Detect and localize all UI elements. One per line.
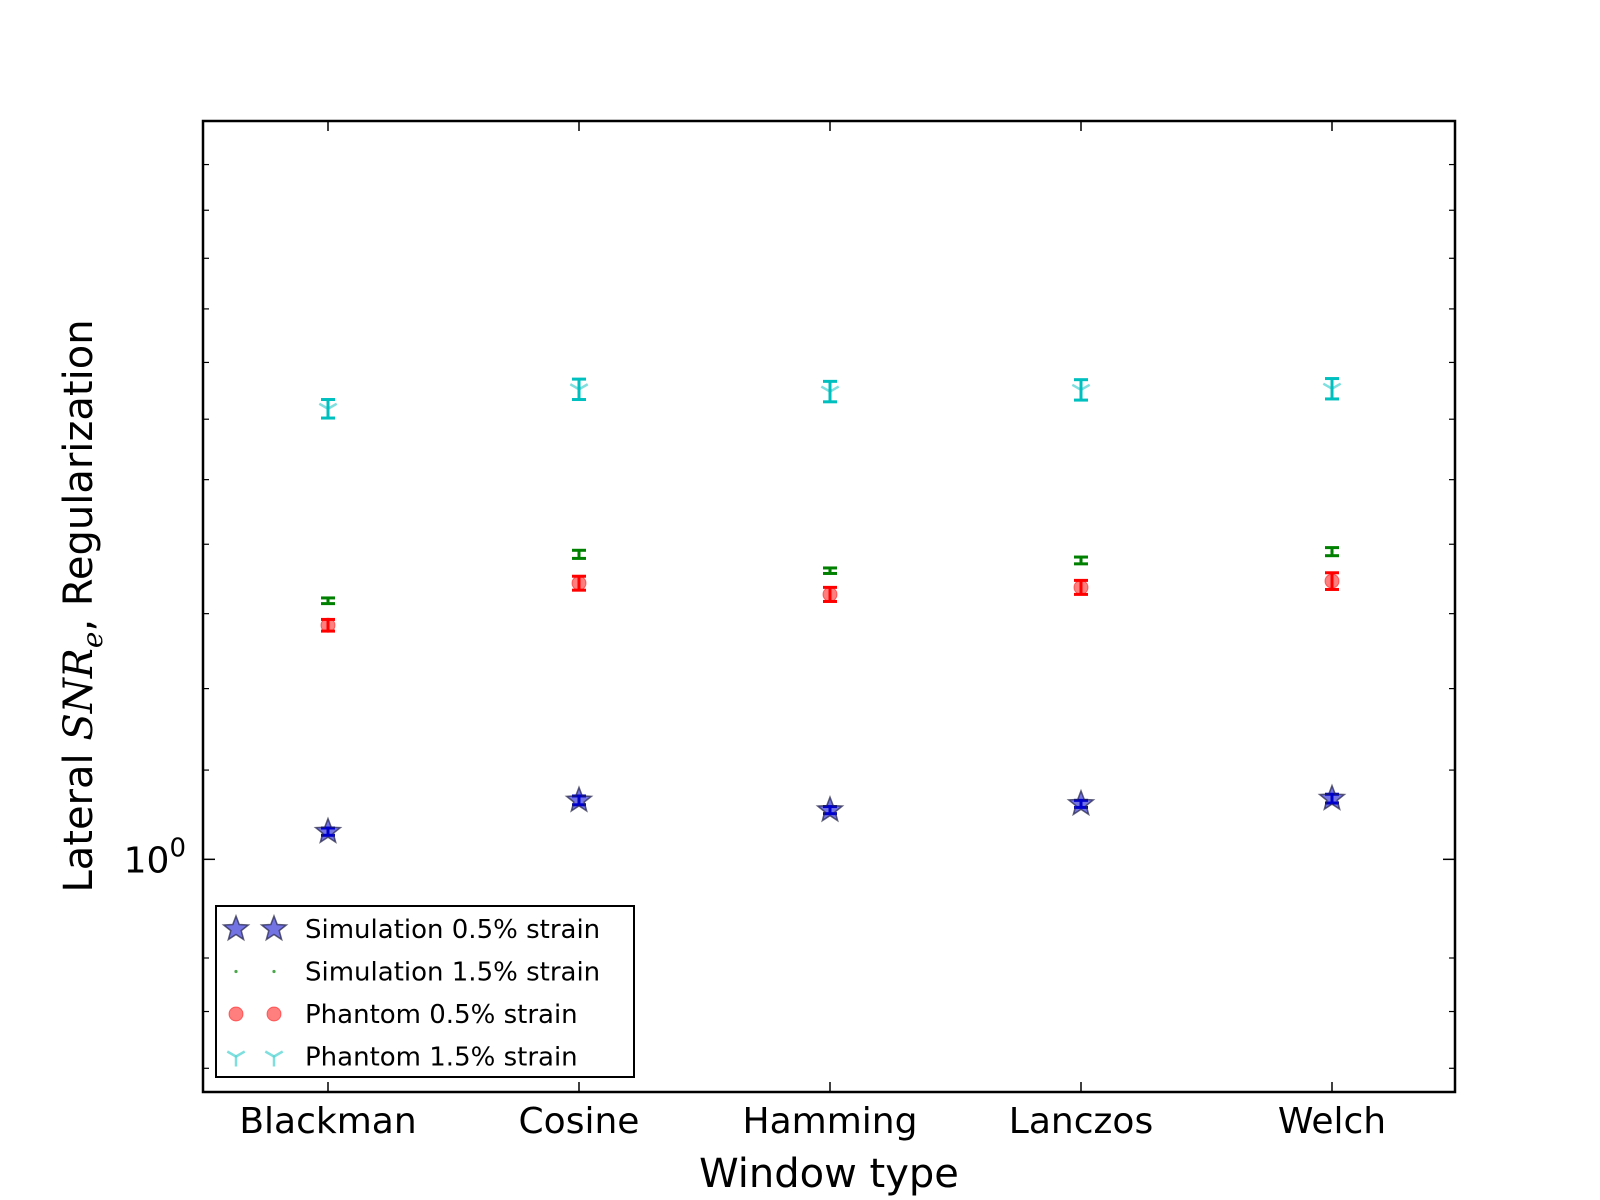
tri-arm: [1071, 383, 1082, 391]
y-axis-label-prefix: Lateral: [56, 741, 102, 893]
tri-arm: [1322, 382, 1333, 390]
data-point: [571, 575, 587, 591]
data-point: [1322, 382, 1342, 399]
tri-arm: [1331, 382, 1342, 390]
legend-marker: [259, 913, 289, 942]
x-tick-label: Cosine: [519, 1101, 640, 1142]
legend-marker: [234, 969, 238, 974]
tri-arm: [264, 1050, 275, 1058]
data-point: [828, 569, 832, 573]
data-point: [1066, 788, 1096, 817]
series-simulation-0-5-strain: [313, 783, 1347, 844]
legend-label: Phantom 0.5% strain: [305, 1000, 578, 1030]
legend-marker: [221, 913, 251, 942]
data-point: [1071, 383, 1091, 400]
tri-arm: [1080, 383, 1091, 391]
legend-marker: [266, 1006, 282, 1022]
legend-marker: [226, 1050, 246, 1067]
data-point: [822, 586, 838, 602]
series-simulation-1-5-strain: [321, 546, 1339, 606]
data-point: [577, 552, 581, 556]
y-axis-label-math: SNR: [56, 648, 102, 741]
tri-arm: [273, 1050, 284, 1058]
legend-label: Simulation 1.5% strain: [305, 958, 600, 988]
data-point: [820, 385, 840, 402]
series-phantom-0-5-strain: [320, 571, 1340, 633]
data-point: [1317, 783, 1347, 811]
y-axis-label: Lateral SNRe, Regularization: [56, 319, 109, 892]
axes-frame: [201, 119, 1457, 1094]
x-tick-label: Blackman: [239, 1101, 416, 1142]
x-tick-label: Welch: [1278, 1101, 1386, 1142]
data-point: [1073, 579, 1089, 595]
x-axis-label: Window type: [699, 1151, 959, 1197]
tri-arm: [578, 383, 589, 391]
y-axis-label-subscript: e: [76, 632, 109, 649]
y-axis-label-suffix: , Regularization: [56, 319, 102, 631]
tri-arm: [569, 383, 580, 391]
tri-arm: [318, 402, 329, 410]
legend-label: Simulation 0.5% strain: [305, 915, 600, 945]
data-point: [1079, 558, 1083, 563]
x-tick-label: Lanczos: [1009, 1101, 1153, 1142]
legend-marker: [264, 1050, 284, 1067]
data-point: [313, 816, 343, 844]
plot-area: [313, 377, 1347, 844]
legend: Simulation 0.5% strain Simulation 1.5% st…: [215, 905, 635, 1078]
data-point: [320, 617, 336, 633]
legend-label: Phantom 1.5% strain: [305, 1043, 578, 1073]
series-phantom-1-5-strain: [318, 377, 1342, 420]
legend-box: [215, 905, 635, 1078]
data-point: [1324, 573, 1340, 589]
tri-arm: [820, 385, 831, 393]
data-point: [815, 794, 845, 823]
data-point: [1330, 550, 1334, 554]
legend-marker: [228, 1006, 244, 1022]
tri-arm: [235, 1050, 246, 1058]
axis-ticks: Blackman Cosine Hamming Lanczos Welch 100: [124, 121, 1455, 1142]
x-tick-label: Hamming: [743, 1101, 918, 1142]
data-point: [564, 785, 594, 813]
tri-arm: [829, 385, 840, 393]
tri-arm: [327, 402, 338, 410]
data-point: [569, 383, 589, 400]
legend-marker: [272, 969, 276, 974]
tri-arm: [226, 1050, 237, 1058]
y-tick-label: 100: [124, 833, 186, 881]
data-point: [318, 402, 338, 419]
data-point: [326, 599, 330, 603]
